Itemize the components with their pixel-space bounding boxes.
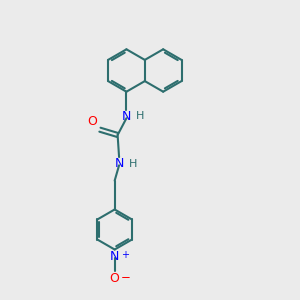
Text: O: O: [110, 272, 120, 285]
Text: H: H: [136, 111, 144, 122]
Text: H: H: [128, 158, 137, 169]
Text: −: −: [121, 271, 131, 284]
Text: N: N: [114, 157, 124, 170]
Text: +: +: [121, 250, 129, 260]
Text: N: N: [110, 250, 119, 263]
Text: N: N: [122, 110, 131, 123]
Text: O: O: [88, 115, 98, 128]
